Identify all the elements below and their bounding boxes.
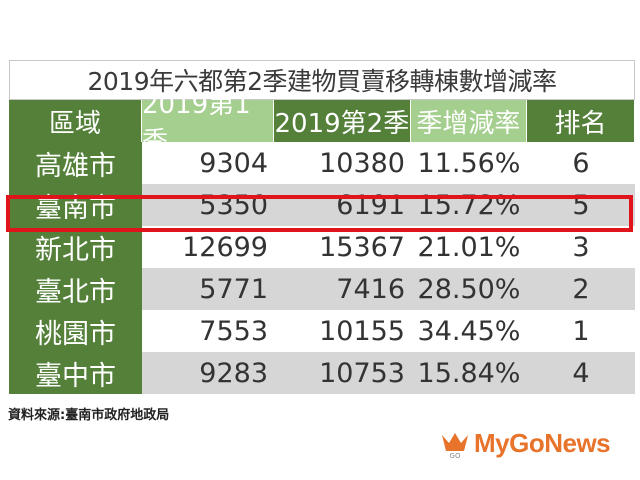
cell-rate: 34.45% [411,310,527,352]
cell-region: 桃園市 [9,310,142,352]
cell-rate: 21.01% [411,226,527,268]
table-row: 高雄市 9304 10380 11.56% 6 [9,142,635,184]
cell-q1: 5771 [142,268,274,310]
cell-rank: 5 [527,184,635,226]
cell-q2: 6191 [274,184,411,226]
header-q1: 2019第1季 [141,90,274,157]
cell-rate: 11.56% [411,142,527,184]
table-row: 臺北市 5771 7416 28.50% 2 [9,268,635,310]
cell-region: 臺南市 [9,184,142,226]
cell-q2: 10380 [274,142,411,184]
cell-q2: 7416 [274,268,411,310]
mygonews-logo: GO MyGoNews [440,428,611,460]
cell-q2: 15367 [274,226,411,268]
header-q2: 2019第2季 [273,100,411,142]
cell-rank: 2 [527,268,635,310]
source-note: 資料來源:臺南市政府地政局 [8,408,170,423]
cell-rank: 3 [527,226,635,268]
table-row: 臺南市 5350 6191 15.72% 5 [9,184,635,226]
cell-q1: 9283 [142,352,274,394]
table-row: 新北市 12699 15367 21.01% 3 [9,226,635,268]
table-title: 2019年六都第2季建物買賣移轉棟數增減率 [9,60,635,100]
cell-rank: 6 [527,142,635,184]
logo-text: MyGoNews [474,428,611,458]
header-row: 區域 2019第1季 2019第2季 季增減率 排名 [9,90,636,157]
cell-rank: 4 [527,352,635,394]
cell-rate: 15.72% [411,184,527,226]
table-row: 臺中市 9283 10753 15.84% 4 [9,352,635,394]
header-region: 區域 [9,100,142,142]
cell-rate: 15.84% [411,352,527,394]
cell-q1: 12699 [142,226,274,268]
logo-mark-icon: GO [440,429,470,460]
table-row: 桃園市 7553 10155 34.45% 1 [9,310,635,352]
cell-rank: 1 [527,310,635,352]
cell-q1: 5350 [142,184,274,226]
cell-region: 臺北市 [9,268,142,310]
header-rate: 季增減率 [410,100,527,142]
cell-rate: 28.50% [411,268,527,310]
data-table: 2019年六都第2季建物買賣移轉棟數增減率 區域 2019第1季 2019第2季… [9,60,636,394]
header-rank: 排名 [526,100,636,142]
cell-region: 新北市 [9,226,142,268]
cell-q2: 10155 [274,310,411,352]
logo-mark-text: GO [450,452,461,459]
cell-q1: 7553 [142,310,274,352]
cell-region: 高雄市 [9,142,142,184]
cell-q1: 9304 [142,142,274,184]
cell-region: 臺中市 [9,352,142,394]
cell-q2: 10753 [274,352,411,394]
